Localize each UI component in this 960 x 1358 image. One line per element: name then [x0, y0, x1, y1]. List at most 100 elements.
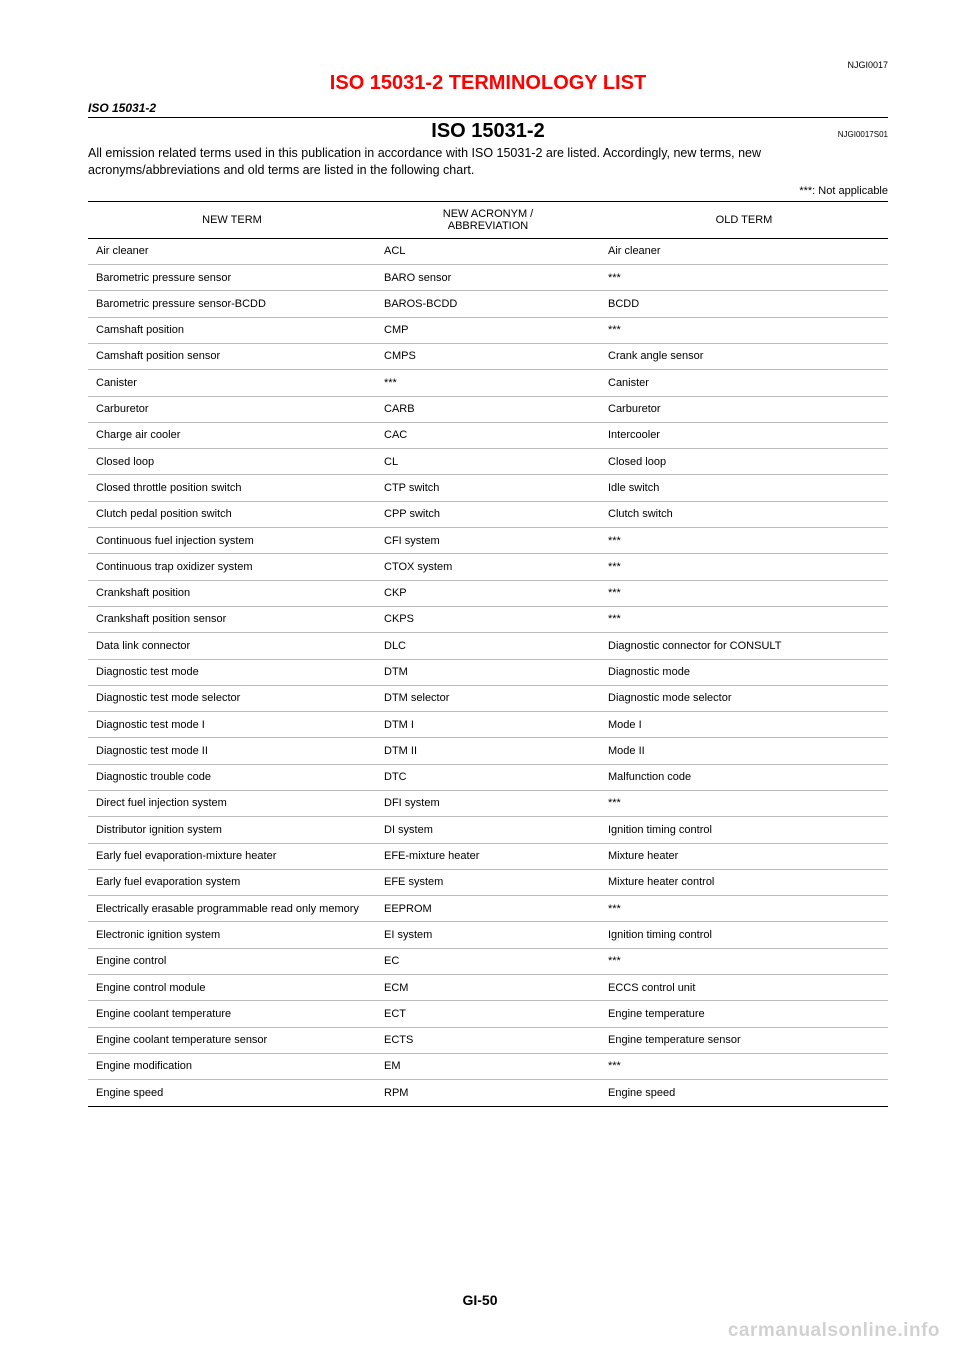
table-cell: Engine temperature	[600, 1001, 888, 1027]
table-cell: ***	[600, 896, 888, 922]
table-cell: Mixture heater control	[600, 869, 888, 895]
table-cell: Engine modification	[88, 1053, 376, 1079]
header-old-term: OLD TERM	[600, 201, 888, 238]
table-cell: ACL	[376, 238, 600, 264]
table-cell: Engine coolant temperature	[88, 1001, 376, 1027]
table-cell: ECT	[376, 1001, 600, 1027]
table-row: Closed loopCLClosed loop	[88, 449, 888, 475]
table-cell: Ignition timing control	[600, 817, 888, 843]
table-cell: Distributor ignition system	[88, 817, 376, 843]
table-cell: ***	[600, 554, 888, 580]
table-cell: CARB	[376, 396, 600, 422]
table-cell: EC	[376, 948, 600, 974]
table-cell: DTM	[376, 659, 600, 685]
table-cell: Diagnostic trouble code	[88, 764, 376, 790]
table-row: Barometric pressure sensorBARO sensor***	[88, 265, 888, 291]
table-cell: DTM selector	[376, 685, 600, 711]
table-cell: Closed throttle position switch	[88, 475, 376, 501]
table-cell: ***	[600, 790, 888, 816]
table-row: Engine speedRPMEngine speed	[88, 1080, 888, 1106]
table-cell: Closed loop	[88, 449, 376, 475]
table-cell: EM	[376, 1053, 600, 1079]
table-row: Engine coolant temperatureECTEngine temp…	[88, 1001, 888, 1027]
table-cell: Barometric pressure sensor-BCDD	[88, 291, 376, 317]
table-cell: Camshaft position sensor	[88, 343, 376, 369]
table-cell: ECCS control unit	[600, 975, 888, 1001]
table-cell: BARO sensor	[376, 265, 600, 291]
table-cell: Electrically erasable programmable read …	[88, 896, 376, 922]
table-cell: Crank angle sensor	[600, 343, 888, 369]
table-cell: Camshaft position	[88, 317, 376, 343]
table-row: Early fuel evaporation-mixture heaterEFE…	[88, 843, 888, 869]
table-cell: Canister	[600, 370, 888, 396]
table-row: Barometric pressure sensor-BCDDBAROS-BCD…	[88, 291, 888, 317]
table-cell: Engine temperature sensor	[600, 1027, 888, 1053]
table-row: Camshaft positionCMP***	[88, 317, 888, 343]
header-acronym: NEW ACRONYM /ABBREVIATION	[376, 201, 600, 238]
table-body: Air cleanerACLAir cleanerBarometric pres…	[88, 238, 888, 1106]
table-cell: DTM II	[376, 738, 600, 764]
table-cell: BCDD	[600, 291, 888, 317]
table-row: Continuous trap oxidizer systemCTOX syst…	[88, 554, 888, 580]
table-cell: Engine speed	[600, 1080, 888, 1106]
table-header-row: NEW TERM NEW ACRONYM /ABBREVIATION OLD T…	[88, 201, 888, 238]
table-cell: EFE system	[376, 869, 600, 895]
table-cell: Early fuel evaporation system	[88, 869, 376, 895]
table-cell: Charge air cooler	[88, 422, 376, 448]
table-cell: Direct fuel injection system	[88, 790, 376, 816]
intro-text: All emission related terms used in this …	[88, 145, 888, 179]
table-cell: ***	[600, 265, 888, 291]
table-row: Crankshaft positionCKP***	[88, 580, 888, 606]
table-cell: Diagnostic mode selector	[600, 685, 888, 711]
table-cell: Mode II	[600, 738, 888, 764]
table-cell: BAROS-BCDD	[376, 291, 600, 317]
table-cell: Diagnostic connector for CONSULT	[600, 633, 888, 659]
table-cell: Engine coolant temperature sensor	[88, 1027, 376, 1053]
table-row: Engine controlEC***	[88, 948, 888, 974]
table-cell: Continuous fuel injection system	[88, 528, 376, 554]
table-cell: Barometric pressure sensor	[88, 265, 376, 291]
terminology-table: NEW TERM NEW ACRONYM /ABBREVIATION OLD T…	[88, 201, 888, 1107]
table-cell: Diagnostic test mode I	[88, 712, 376, 738]
table-cell: Closed loop	[600, 449, 888, 475]
table-cell: EI system	[376, 922, 600, 948]
table-cell: DTM I	[376, 712, 600, 738]
sub-title: ISO 15031-2 NJGI0017S01	[88, 120, 888, 143]
table-cell: ***	[600, 317, 888, 343]
table-cell: Ignition timing control	[600, 922, 888, 948]
table-cell: ***	[376, 370, 600, 396]
table-cell: Carburetor	[88, 396, 376, 422]
table-row: Diagnostic test modeDTMDiagnostic mode	[88, 659, 888, 685]
table-row: Engine modificationEM***	[88, 1053, 888, 1079]
table-cell: Malfunction code	[600, 764, 888, 790]
table-cell: CKP	[376, 580, 600, 606]
table-row: Direct fuel injection systemDFI system**…	[88, 790, 888, 816]
divider	[88, 117, 888, 118]
main-title: ISO 15031-2 TERMINOLOGY LIST	[88, 72, 888, 95]
doc-id: NJGI0017	[847, 60, 888, 70]
table-cell: Data link connector	[88, 633, 376, 659]
table-cell: Air cleaner	[600, 238, 888, 264]
table-cell: Clutch switch	[600, 501, 888, 527]
table-cell: Air cleaner	[88, 238, 376, 264]
table-cell: CTOX system	[376, 554, 600, 580]
table-row: Closed throttle position switchCTP switc…	[88, 475, 888, 501]
table-row: Diagnostic test mode selectorDTM selecto…	[88, 685, 888, 711]
table-cell: CMP	[376, 317, 600, 343]
table-cell: Carburetor	[600, 396, 888, 422]
table-row: Air cleanerACLAir cleaner	[88, 238, 888, 264]
table-cell: Mixture heater	[600, 843, 888, 869]
table-cell: ECTS	[376, 1027, 600, 1053]
table-cell: Electronic ignition system	[88, 922, 376, 948]
table-row: Engine coolant temperature sensorECTSEng…	[88, 1027, 888, 1053]
table-cell: Continuous trap oxidizer system	[88, 554, 376, 580]
table-cell: CAC	[376, 422, 600, 448]
table-cell: Crankshaft position	[88, 580, 376, 606]
table-cell: Crankshaft position sensor	[88, 606, 376, 632]
table-cell: ***	[600, 528, 888, 554]
table-row: Early fuel evaporation systemEFE systemM…	[88, 869, 888, 895]
table-row: Continuous fuel injection systemCFI syst…	[88, 528, 888, 554]
table-cell: CMPS	[376, 343, 600, 369]
table-cell: Engine control	[88, 948, 376, 974]
section-label: ISO 15031-2	[88, 101, 888, 115]
